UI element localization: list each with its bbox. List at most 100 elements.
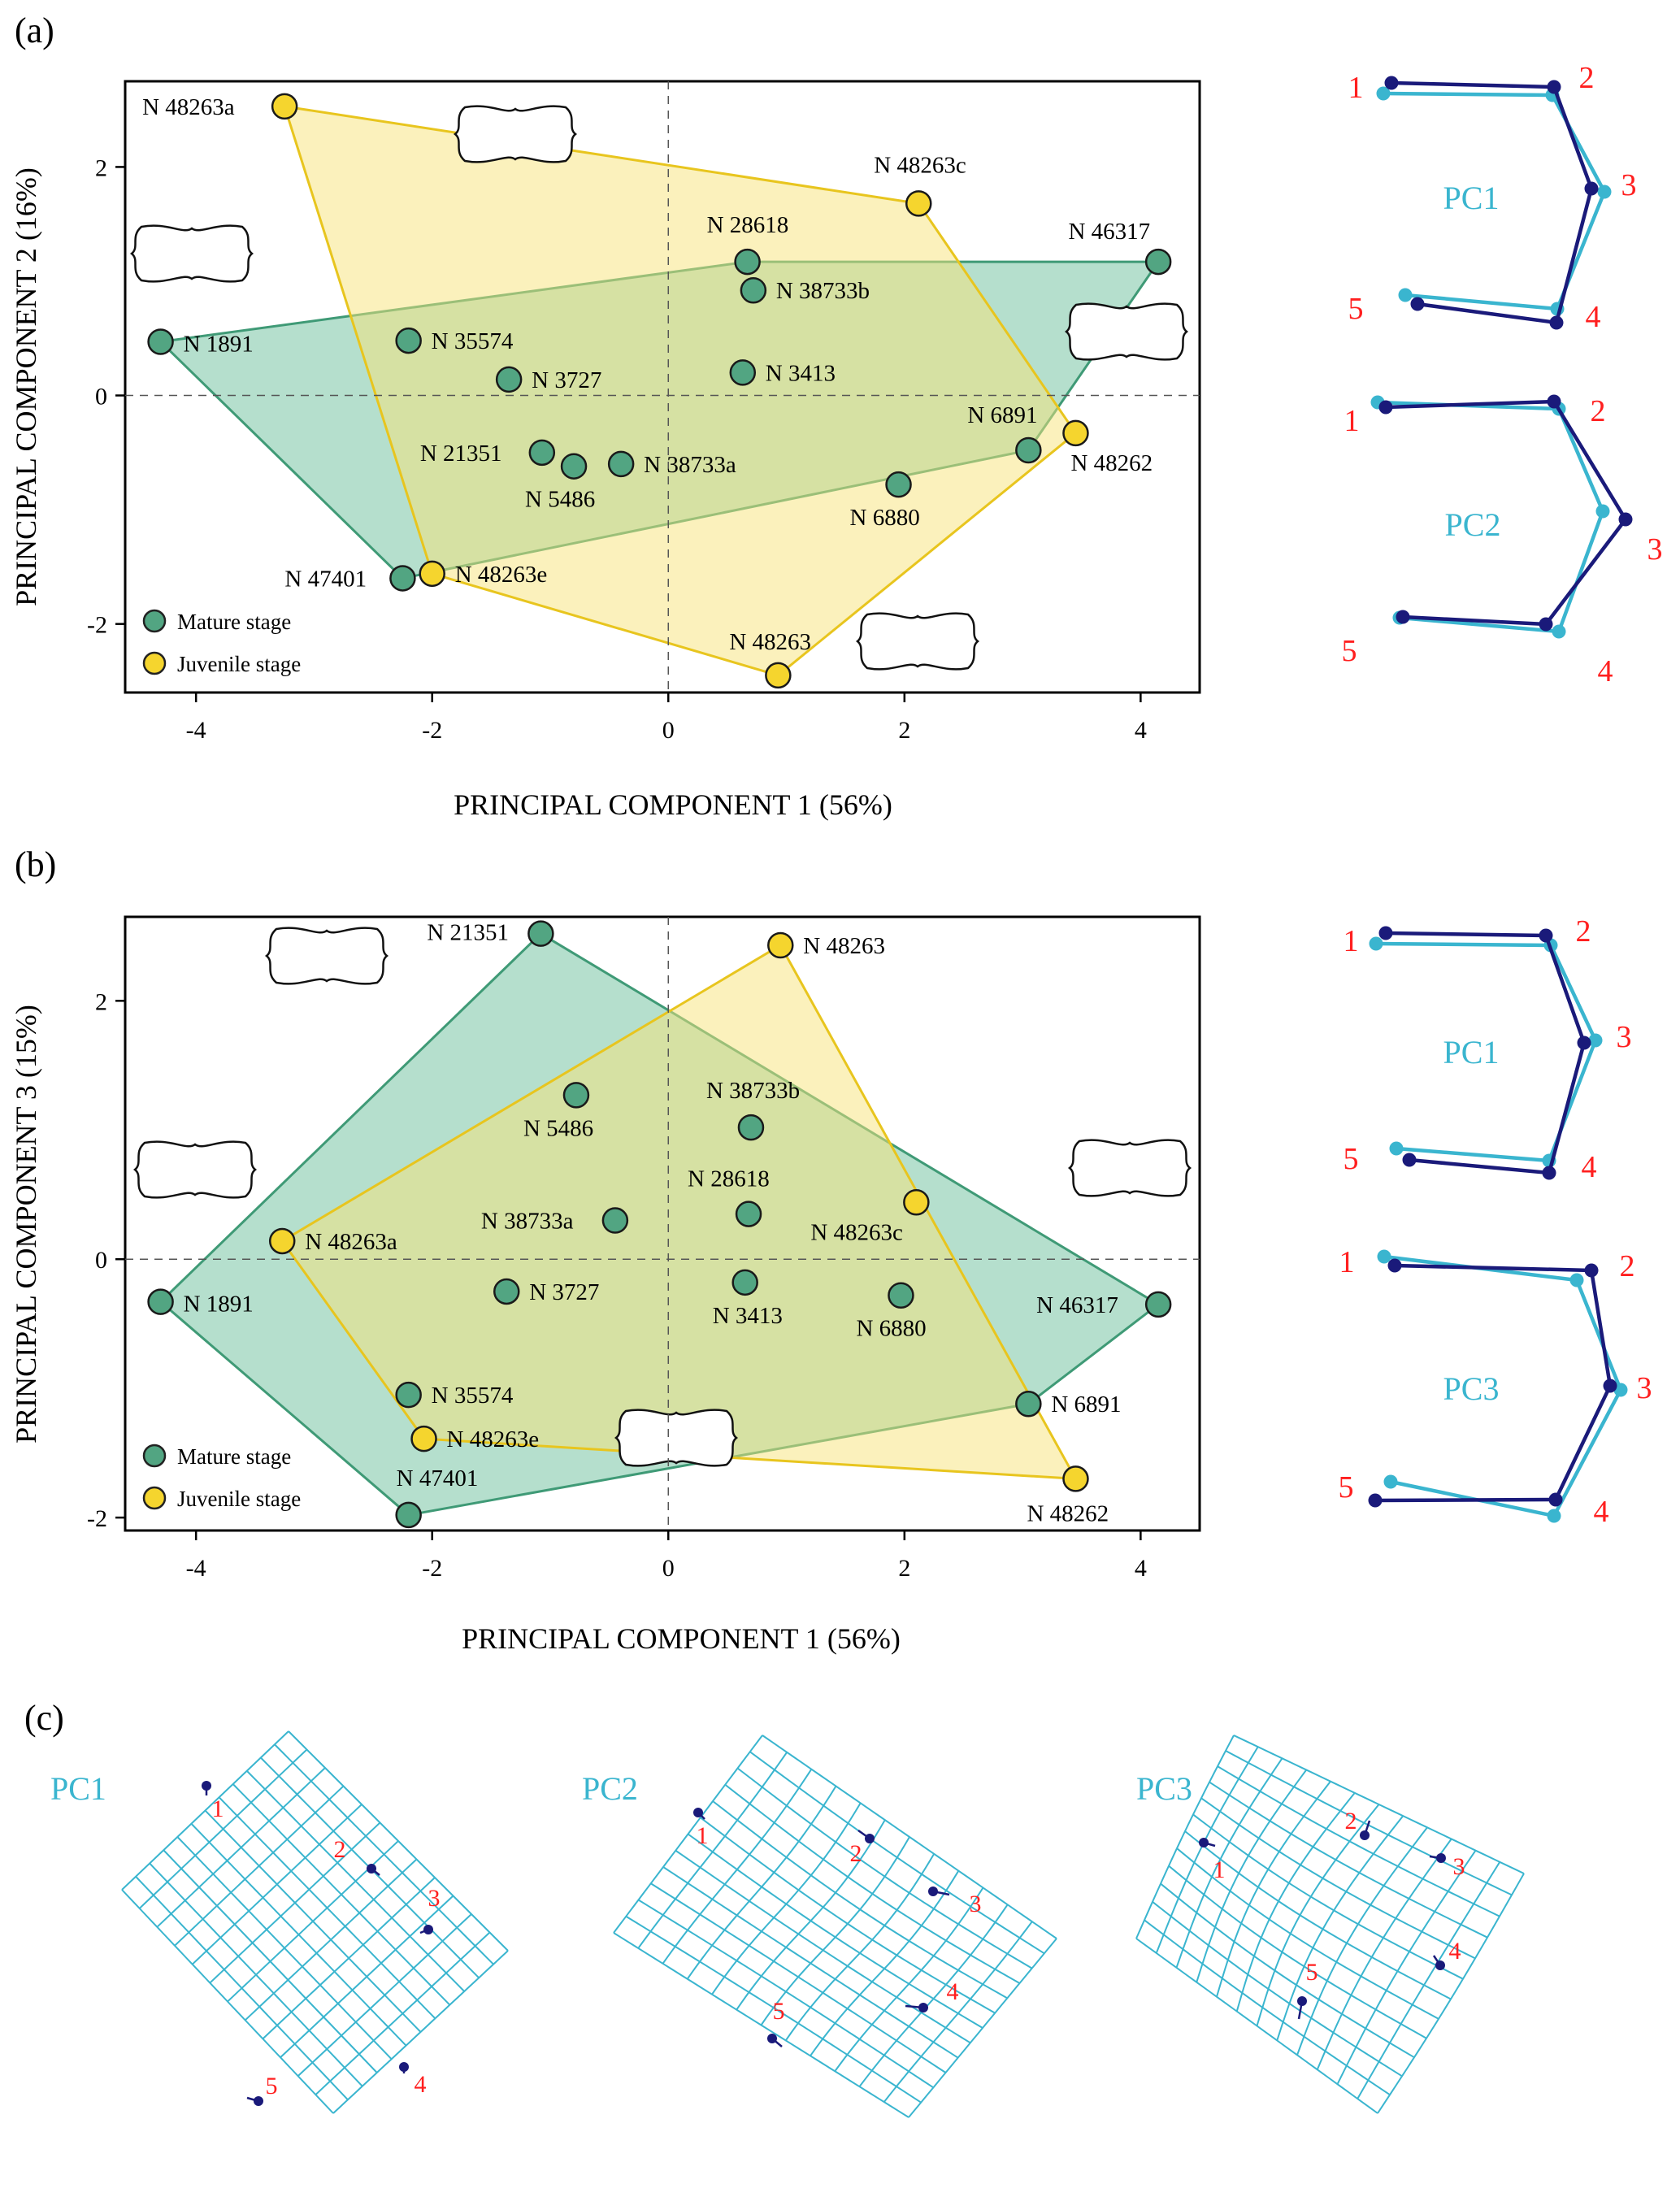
juvenile-hull: [283, 105, 1077, 677]
grid-line: [174, 1785, 345, 1947]
point-label: N 48263a: [142, 94, 235, 120]
grid-landmark-number: 2: [334, 1836, 346, 1863]
grid-landmark-number: 4: [1449, 1938, 1461, 1965]
mature-point: [735, 1201, 762, 1227]
legend-mature-label: Mature stage: [177, 1444, 291, 1469]
legend-mature-marker: [142, 609, 167, 633]
grid-landmark-number: 3: [1453, 1853, 1465, 1880]
shell-outline-icon: [454, 105, 577, 163]
dark-landmark: [1378, 926, 1393, 940]
point-label: N 48263: [803, 933, 885, 959]
legend-juvenile-marker: [142, 1486, 167, 1510]
grid-line: [1216, 1781, 1331, 1997]
grid-line: [858, 1904, 1009, 2087]
chart-b: -4 -2 0 2 4 -2 0 2 N 21351 N 5486 N 38733b N 28618…: [10, 915, 1201, 1655]
point-label: N 38733b: [706, 1078, 800, 1104]
mature-point: [1144, 1291, 1172, 1318]
grid-line: [1175, 1757, 1283, 1969]
juvenile-point: [1062, 419, 1089, 447]
landmark-number: 5: [1339, 1470, 1354, 1504]
grid-line: [711, 1802, 862, 1995]
mature-point: [1144, 248, 1172, 276]
grid-landmark-number: 1: [697, 1822, 709, 1849]
x-tick-label: 4: [1135, 717, 1147, 744]
pc-label: PC1: [1443, 180, 1500, 216]
legend-juvenile-marker: [142, 651, 167, 675]
light-landmark: [1569, 1273, 1584, 1287]
grid-landmark: [1360, 1830, 1370, 1840]
landmark-number: 4: [1594, 1495, 1609, 1529]
mature-point: [734, 248, 761, 276]
juvenile-point: [268, 1227, 296, 1255]
grid-line: [662, 1769, 813, 1965]
grid-line: [637, 1752, 788, 1949]
dark-landmark: [1584, 1263, 1599, 1278]
grid-landmark-number: 2: [850, 1840, 862, 1867]
x-tick-label: 2: [898, 717, 910, 744]
light-landmark: [1389, 1141, 1404, 1156]
mature-point: [601, 1207, 629, 1234]
point-label: N 28618: [688, 1166, 770, 1192]
grid-line: [1357, 1861, 1501, 2099]
chart-a: -4 -2 0 2 4 -2 0 2 N 46317 N 28618 N 38733b N 1891…: [10, 80, 1201, 821]
grid-landmark: [918, 2003, 928, 2012]
point-label: N 1891: [184, 1292, 254, 1318]
x-tick-label: -2: [422, 1555, 442, 1582]
point-label: N 48263c: [810, 1219, 903, 1245]
juvenile-point: [905, 190, 932, 217]
mature-point: [147, 328, 174, 355]
grid-line: [834, 1887, 984, 2072]
dark-landmark: [1548, 1492, 1563, 1507]
grid-line: [1196, 1769, 1308, 1983]
point-label: N 6880: [856, 1316, 926, 1342]
grid-landmark-number: 5: [773, 1998, 785, 2025]
shell-outline-icon: [614, 1409, 738, 1467]
grid-line: [244, 1858, 418, 2021]
dark-landmark: [1547, 394, 1561, 409]
landmark-number: 1: [1348, 71, 1364, 105]
point-label: N 38733a: [481, 1209, 574, 1235]
chart-b-ylabel: PRINCIPAL COMPONENT 3 (15%): [10, 1005, 42, 1444]
light-landmark: [1552, 624, 1566, 639]
grid-line: [332, 1950, 509, 2114]
grid-line: [810, 1870, 960, 2056]
dark-landmark: [1584, 181, 1599, 196]
landmark-number: 3: [1621, 168, 1637, 202]
grid-line: [686, 1785, 837, 1980]
chart-a-ylabel: PRINCIPAL COMPONENT 2 (16%): [10, 167, 42, 606]
grid-landmark: [865, 1834, 875, 1843]
grid-line: [191, 1804, 362, 1965]
pc-label: PC1: [1443, 1034, 1500, 1070]
point-label: N 48263e: [455, 562, 548, 588]
grid-line: [883, 1921, 1033, 2103]
mature-point: [495, 366, 523, 393]
x-tick-label: 4: [1135, 1555, 1147, 1582]
landmark-configuration: 1 2 3 4 5: [1342, 394, 1663, 688]
point-label: N 48262: [1070, 450, 1153, 476]
deformation-grids: PC1 PC2 PC3 1 2 3 4 5 1 2 3 4 5 1 2 3 4 5: [50, 1730, 1525, 2118]
landmark-number: 3: [1617, 1020, 1632, 1054]
mature-point: [147, 1288, 174, 1315]
deformation-grid: 1 2 3 4 5: [121, 1730, 509, 2114]
landmark-configuration: 1 2 3 4 5: [1348, 61, 1637, 334]
grid-line: [209, 1821, 381, 1984]
chart-a-legend: Mature stage Juvenile stage: [142, 609, 301, 676]
grid-landmark-number: 2: [1345, 1808, 1357, 1834]
juvenile-point: [410, 1425, 437, 1452]
landmark-number: 1: [1344, 924, 1359, 958]
grid-line: [675, 1849, 971, 2044]
dark-outline: [1385, 399, 1628, 627]
grid-line: [613, 1735, 763, 1934]
landmark-number: 5: [1348, 292, 1364, 326]
y-tick-label: 2: [95, 988, 107, 1015]
light-landmark: [1595, 504, 1610, 519]
point-label: N 3413: [713, 1303, 783, 1329]
pc-label: PC3: [1443, 1370, 1500, 1407]
landmark-configuration: 1 2 3 4 5: [1344, 914, 1632, 1184]
grid-line: [121, 1730, 289, 1891]
grid-line: [280, 1895, 454, 2058]
grid-line: [736, 1767, 1033, 1969]
panel-label-a: (a): [15, 11, 54, 50]
point-label: N 46317: [1068, 219, 1150, 245]
mature-point: [560, 453, 588, 480]
